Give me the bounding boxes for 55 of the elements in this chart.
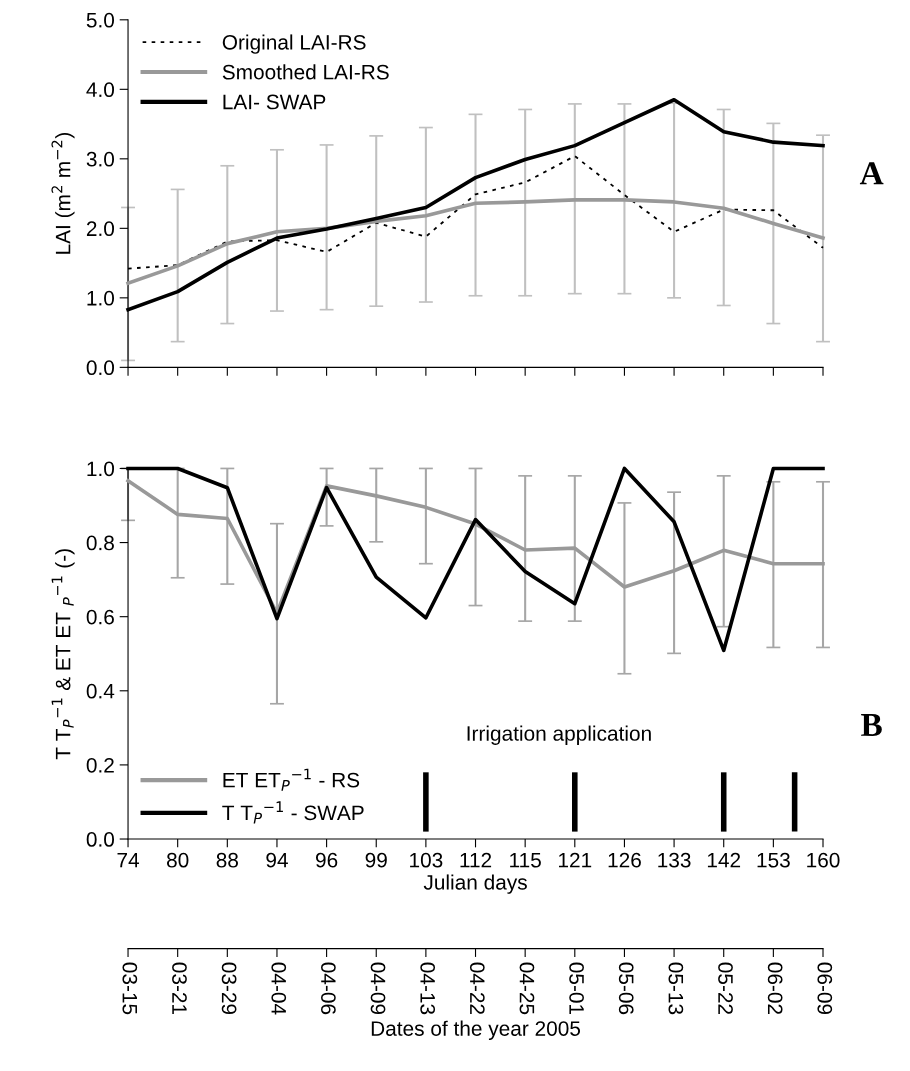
category-label: 06-02 <box>767 962 783 1015</box>
x-tick-label: 94 <box>266 852 288 868</box>
y-axis-title: T T$_{P}$$^{−1}$ & ET ET $_{P}$$^{−1}$ (-) <box>51 549 75 760</box>
category-label: 03-21 <box>172 962 187 1015</box>
category-label: 05-22 <box>718 962 733 1015</box>
x-tick-label: 115 <box>510 852 541 868</box>
y-tick-label: 4.0 <box>86 82 115 98</box>
y-tick-label: 0.4 <box>86 683 115 699</box>
x-tick-label: 153 <box>757 852 790 868</box>
x-tick-label: 99 <box>365 852 387 868</box>
x-tick-label: 96 <box>315 852 338 868</box>
category-label: 03-29 <box>221 962 237 1015</box>
category-label: 04-13 <box>420 962 436 1015</box>
x-tick-label: 103 <box>410 852 443 868</box>
y-tick-label: 1.0 <box>87 461 115 477</box>
category-label: 05-06 <box>618 962 634 1015</box>
legend-label: T T$_{P}$$^{−1}$ - SWAP <box>222 801 364 824</box>
text: A <box>859 162 884 185</box>
y-tick-label: 0.6 <box>86 609 114 625</box>
y-tick-label: 2.0 <box>86 221 115 237</box>
y-tick-label: 0.0 <box>86 832 115 847</box>
x-tick-label: 142 <box>707 852 741 868</box>
category-label: 05-13 <box>668 962 684 1015</box>
x-tick-label: 112 <box>460 852 492 868</box>
annotation: Irrigation application <box>467 725 651 745</box>
x-tick-label: 160 <box>807 852 840 868</box>
text: Dates of the year 2005 <box>371 1020 581 1041</box>
category-label: 06-09 <box>817 962 833 1015</box>
category-label: 04-25 <box>519 962 535 1015</box>
line-series <box>126 198 825 286</box>
x-tick-label: 121 <box>559 852 592 868</box>
x-tick-label: 74 <box>117 852 140 868</box>
y-tick-label: 1.0 <box>87 290 115 306</box>
y-tick-label: 5.0 <box>86 12 115 28</box>
category-label: 03-15 <box>122 962 138 1015</box>
x-tick-label: 133 <box>658 852 691 868</box>
legend-label: Smoothed LAI-RS <box>222 64 389 80</box>
x-tick-label: 126 <box>608 852 641 868</box>
category-label: 05-01 <box>569 962 584 1015</box>
text: B <box>861 714 882 736</box>
y-tick-label: 0.8 <box>86 535 114 551</box>
legend-label: LAI- SWAP <box>223 94 326 110</box>
x-tick-label: 80 <box>167 852 189 868</box>
category-label: 04-22 <box>469 962 485 1015</box>
y-tick-label: 0.2 <box>86 757 114 773</box>
y-tick-label: 3.0 <box>86 151 115 167</box>
category-label: 04-04 <box>271 962 287 1015</box>
legend-label: ET ET$_{P}$$^{−1}$ - RS <box>223 768 360 791</box>
x-axis-title: Julian days <box>423 874 527 894</box>
category-label: 04-09 <box>370 962 386 1015</box>
legend-label: Original LAI-RS <box>222 34 366 54</box>
y-axis-title: LAI (m$^{2}$ m$^{−2}$) <box>51 133 75 254</box>
y-tick-label: 0.0 <box>86 360 115 376</box>
x-tick-label: 88 <box>216 852 238 868</box>
category-label: 04-06 <box>321 962 336 1015</box>
